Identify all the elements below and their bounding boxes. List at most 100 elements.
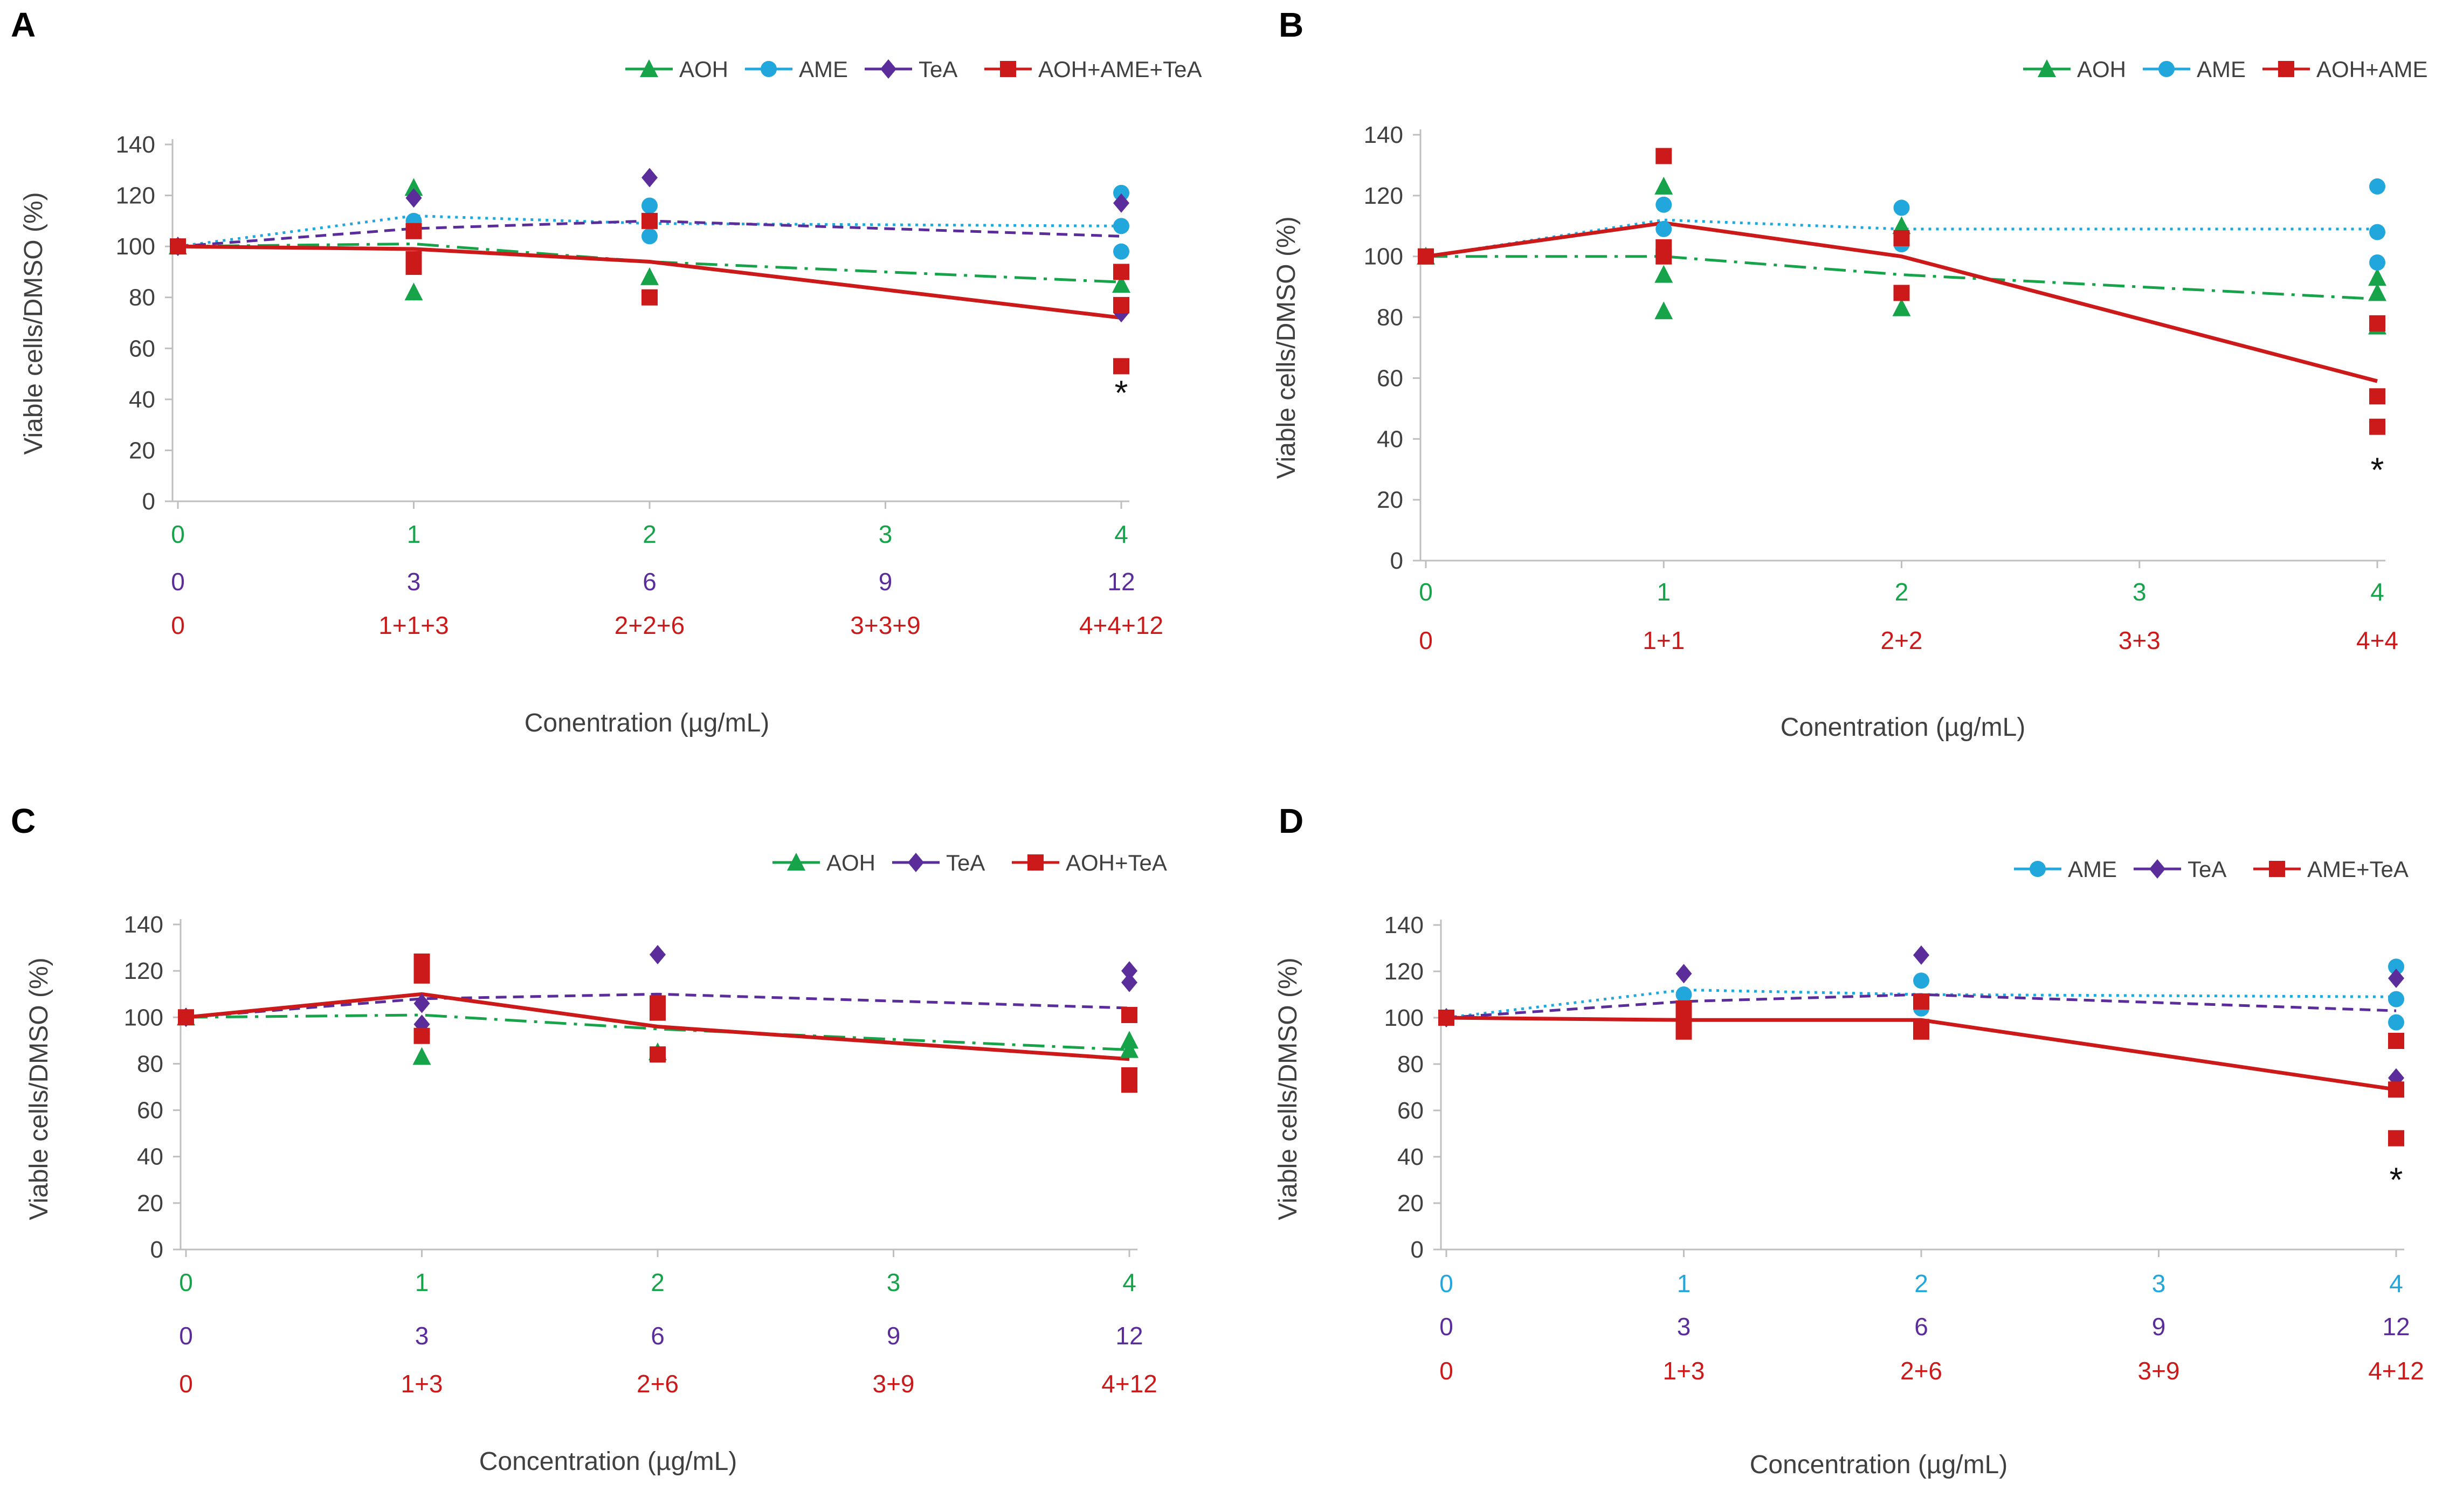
x-tick-label: 2 [651, 1268, 665, 1296]
x-tick-label: 12 [1115, 1322, 1143, 1350]
data-point-ame [2369, 178, 2385, 195]
data-point-aoh-tea [413, 953, 430, 970]
y-tick-label: 40 [137, 1144, 163, 1170]
y-tick-label: 80 [1377, 305, 1403, 331]
x-tick-label: 0 [1419, 578, 1433, 606]
data-point-tea [1113, 193, 1129, 213]
x-tick-label: 1+3 [401, 1370, 443, 1398]
legend-label: AOH+TeA [1066, 850, 1167, 875]
legend-label: AOH [826, 850, 875, 875]
data-point-aoh-ame-tea [1113, 296, 1129, 313]
y-tick-label: 40 [1377, 426, 1403, 452]
y-tick-label: 140 [116, 132, 155, 158]
y-tick-label: 120 [1364, 183, 1403, 209]
data-point-aoh-tea [650, 1046, 666, 1063]
data-point-ame [1113, 243, 1129, 260]
data-point-aoh-ame [1893, 230, 1910, 246]
data-point-ame [2369, 224, 2385, 240]
data-point-aoh-ame [1655, 248, 1672, 265]
legend: AOH+TeA TeA AOH [772, 850, 1167, 875]
x-tick-label: 4 [1114, 520, 1128, 548]
data-point-tea [1675, 964, 1692, 984]
x-tick-label: 4+4+12 [1079, 611, 1163, 639]
x-tick-label: 2+6 [637, 1370, 679, 1398]
x-tick-label: 4+12 [2368, 1357, 2424, 1385]
y-tick-label: 20 [137, 1190, 163, 1217]
panel-letter: C [11, 802, 36, 840]
x-tick-label: 0 [1439, 1313, 1453, 1341]
data-point-ame [2388, 991, 2404, 1007]
x-axis-title: Conentration (µg/mL) [525, 709, 770, 737]
x-tick-label: 6 [643, 568, 657, 596]
x-tick-label: 0 [171, 520, 185, 548]
series-line-aoh [185, 1013, 1130, 1052]
x-tick-label: 1+1 [1643, 626, 1685, 654]
y-axis-title: Viable cells/DMSO (%) [1272, 216, 1301, 479]
data-point-aoh-ame-tea [1113, 264, 1129, 280]
legend-label: AOH [679, 57, 728, 82]
y-tick-label: 80 [129, 285, 155, 311]
data-point-aoh [1120, 1031, 1139, 1049]
data-point-ame-tea [1913, 1023, 1929, 1040]
legend-label: AME+TeA [2307, 857, 2409, 882]
x-tick-label: 12 [2382, 1313, 2410, 1341]
legend-marker [2030, 861, 2046, 877]
y-axis-title: Viable cells/DMSO (%) [19, 192, 48, 454]
data-point-aoh-tea [413, 967, 430, 984]
x-tick-label: 3 [407, 568, 421, 596]
x-tick-label: 1 [1657, 578, 1671, 606]
data-point-tea [650, 944, 666, 964]
series-line-ame-tea [1446, 1016, 2397, 1092]
x-tick-label: 2+2+6 [615, 611, 685, 639]
data-point-aoh-ame [1893, 285, 1910, 301]
y-tick-label: 0 [142, 488, 155, 515]
legend-label: AOH+AME+TeA [1038, 57, 1202, 82]
x-tick-label: 3 [2152, 1269, 2166, 1297]
x-tick-label: 6 [651, 1322, 665, 1350]
x-tick-label: 3+9 [872, 1370, 914, 1398]
data-point-ame-tea [2388, 1081, 2404, 1098]
y-tick-label: 100 [124, 1004, 163, 1031]
legend-label: TeA [2188, 857, 2226, 882]
series-line-aoh [177, 242, 1122, 284]
data-point-aoh [1654, 176, 1673, 195]
y-tick-label: 120 [1384, 958, 1424, 985]
x-tick-label: 3+3+9 [850, 611, 920, 639]
data-point-ame-tea [1913, 993, 1929, 1010]
legend-label: AME [2068, 857, 2117, 882]
y-tick-label: 40 [129, 386, 155, 413]
data-point-aoh-ame-tea [405, 223, 422, 239]
y-tick-label: 100 [1364, 244, 1403, 270]
data-point-ame [2388, 958, 2404, 975]
x-tick-label: 4 [2370, 578, 2384, 606]
legend: AME+TeA TeA AME [2014, 857, 2409, 882]
x-tick-label: 0 [1439, 1357, 1453, 1385]
x-tick-label: 0 [1439, 1269, 1453, 1297]
y-tick-label: 140 [1364, 122, 1403, 148]
x-tick-label: 0 [179, 1322, 193, 1350]
data-point-aoh [1654, 265, 1673, 283]
data-point-tea [1121, 961, 1137, 981]
data-point-ame [1113, 218, 1129, 234]
data-point-aoh-ame-tea [170, 238, 186, 255]
y-tick-label: 60 [129, 335, 155, 362]
x-tick-label: 3 [887, 1268, 901, 1296]
significance-asterisk: * [2371, 450, 2384, 489]
x-tick-label: 1 [1677, 1269, 1691, 1297]
legend-marker [2038, 59, 2056, 77]
y-axis-title: Viable cells/DMSO (%) [1274, 957, 1302, 1220]
x-tick-label: 2 [1895, 578, 1909, 606]
data-point-aoh-ame [1655, 148, 1672, 164]
y-tick-label: 20 [129, 437, 155, 464]
data-point-aoh-ame [2369, 418, 2385, 435]
series-line-tea [185, 992, 1130, 1019]
x-axis-title: Conentration (µg/mL) [1781, 713, 2026, 742]
significance-asterisk: * [2390, 1161, 2403, 1199]
x-tick-label: 1 [415, 1268, 429, 1296]
x-tick-label: 1 [407, 520, 421, 548]
legend-marker [908, 853, 924, 872]
legend-label: AME [799, 57, 848, 82]
